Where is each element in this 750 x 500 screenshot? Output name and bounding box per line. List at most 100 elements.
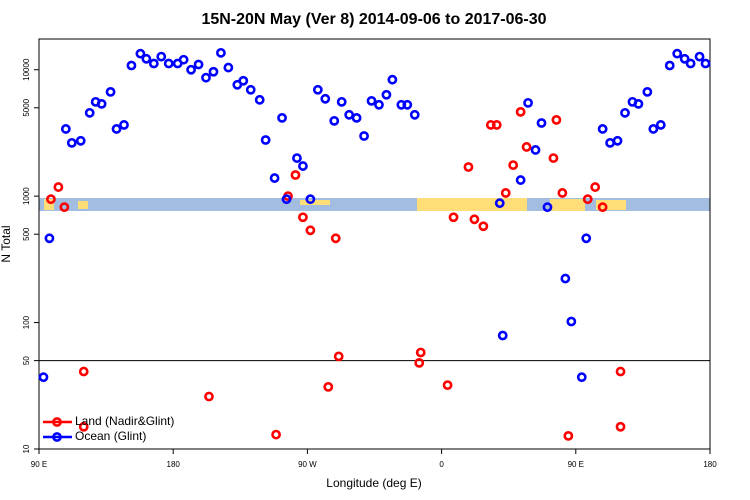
y-tick-label: 10 [22, 444, 31, 453]
land-patch [550, 199, 585, 211]
point [463, 162, 474, 172]
point [615, 366, 626, 377]
legend-marker [52, 432, 62, 442]
point [148, 58, 159, 69]
point [597, 124, 608, 134]
point [292, 153, 302, 163]
y-tick-label: 500 [22, 227, 31, 241]
point [330, 233, 341, 244]
land-patch [596, 200, 626, 210]
x-tick-label: 180 [703, 460, 717, 469]
land-patch [300, 200, 330, 205]
point [563, 430, 574, 441]
point [655, 120, 666, 130]
legend-marker [52, 417, 62, 427]
point [277, 112, 287, 123]
point [366, 95, 377, 106]
point [359, 131, 369, 141]
point [500, 188, 511, 198]
point [494, 198, 505, 209]
point [633, 98, 644, 109]
point [260, 135, 271, 145]
point [305, 225, 316, 236]
point [515, 175, 526, 185]
point [208, 66, 219, 77]
point [497, 330, 508, 341]
ocean-strip [39, 198, 710, 211]
point [135, 48, 146, 59]
point [105, 86, 116, 97]
point [178, 54, 189, 65]
point [38, 372, 49, 383]
point [664, 60, 675, 71]
point [536, 118, 547, 128]
x-axis-label: Longitude (deg E) [326, 476, 421, 490]
point [415, 347, 426, 358]
plot-frame [38, 38, 711, 450]
y-tick-label: 10000 [22, 58, 31, 81]
point [542, 202, 553, 213]
point [75, 135, 86, 146]
y-axis-label: N Total [0, 225, 13, 262]
y-tick-label: 1000 [22, 187, 31, 205]
point [46, 194, 56, 205]
point [323, 381, 334, 392]
point [576, 372, 587, 383]
point [648, 124, 659, 134]
point [442, 380, 453, 391]
x-tick-label: 90 E [31, 460, 47, 469]
point [491, 120, 502, 130]
x-tick-label: 90 W [298, 460, 317, 469]
point [679, 53, 690, 64]
point [312, 84, 323, 95]
point [551, 114, 562, 125]
point [66, 137, 77, 148]
point [84, 107, 95, 118]
legend-entry: Land (Nadir&Glint) [43, 414, 174, 428]
point [336, 96, 347, 107]
point [223, 62, 234, 73]
point [298, 161, 308, 171]
point [448, 212, 459, 223]
land-patch [417, 198, 527, 211]
point [597, 202, 608, 213]
point [163, 58, 174, 69]
point [590, 182, 601, 192]
point [700, 58, 711, 69]
point [374, 99, 384, 110]
point [508, 160, 519, 171]
point [566, 316, 577, 327]
point [78, 421, 89, 432]
point [53, 182, 64, 192]
point [351, 112, 362, 123]
point [530, 145, 541, 155]
point [290, 170, 301, 180]
point [381, 89, 392, 100]
point [254, 94, 265, 105]
point [111, 124, 122, 134]
point [523, 97, 533, 108]
point [557, 188, 568, 198]
y-tick-label: 50 [22, 356, 31, 365]
point [521, 142, 532, 152]
point [333, 351, 344, 362]
point [642, 86, 653, 97]
point [44, 233, 55, 244]
point [298, 212, 308, 223]
point [193, 59, 204, 70]
legend-label: Land (Nadir&Glint) [75, 414, 174, 428]
point [186, 64, 196, 75]
x-tick-label: 0 [439, 460, 444, 469]
point [329, 115, 340, 126]
point [245, 84, 256, 95]
point [672, 48, 683, 59]
map-strip [39, 198, 710, 211]
point [59, 202, 70, 213]
point [478, 221, 489, 232]
point [548, 153, 559, 163]
point [204, 391, 214, 402]
point [141, 53, 152, 64]
point [271, 429, 281, 440]
point [119, 120, 129, 130]
